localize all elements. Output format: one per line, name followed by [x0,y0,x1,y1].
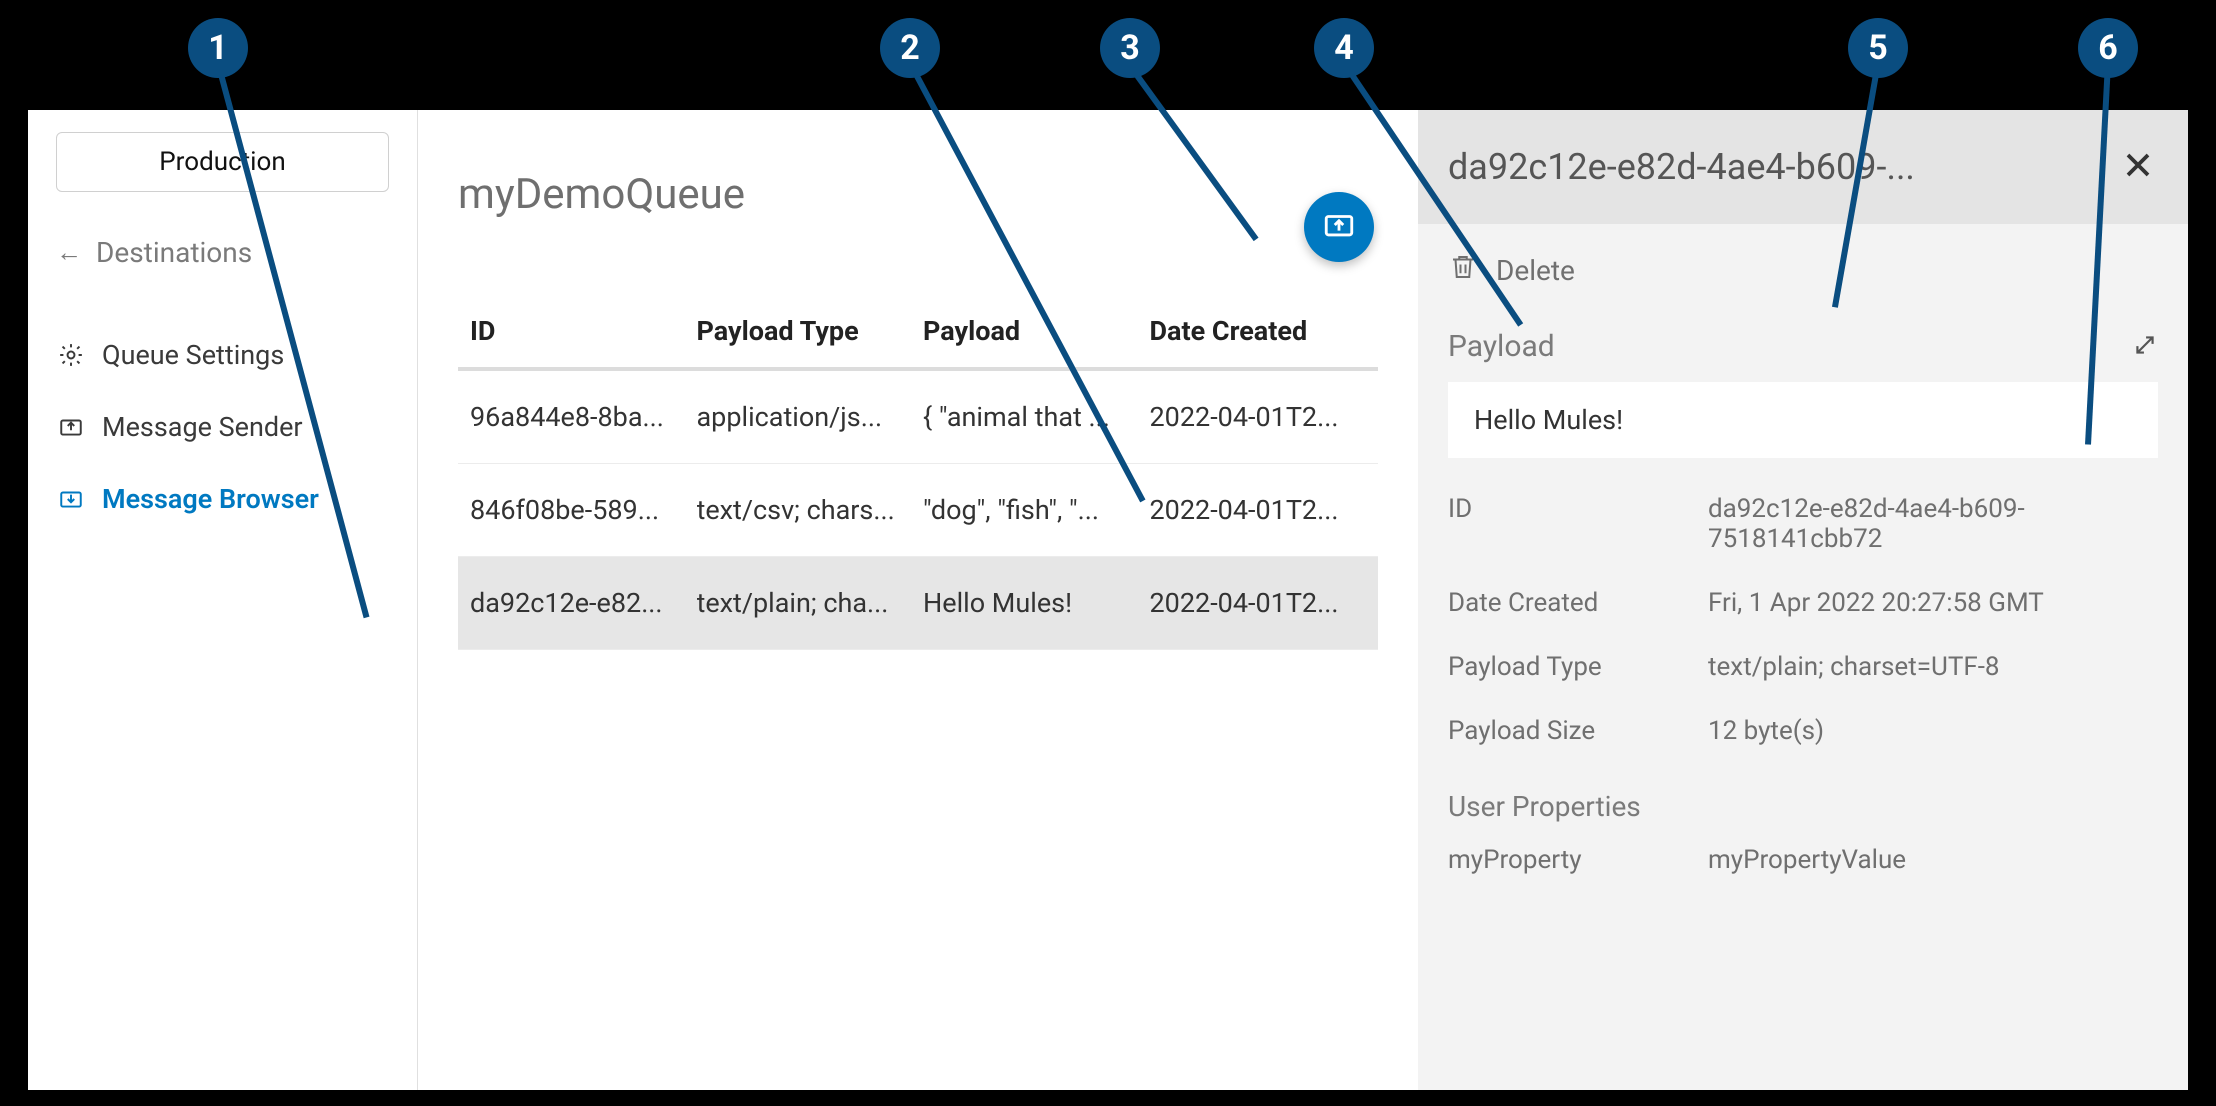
table-row[interactable]: da92c12e-e82... text/plain; cha... Hello… [458,557,1378,650]
arrow-left-icon: ← [56,237,82,268]
sidebar-item-message-browser[interactable]: Message Browser [28,463,417,535]
payload-label: Payload [1448,329,1555,364]
expand-icon [2132,343,2158,362]
col-date-created: Date Created [1150,315,1367,347]
callout-marker: 4 [1314,18,1374,78]
field-payload-type: Payload Type text/plain; charset=UTF-8 [1448,652,2158,682]
field-key: ID [1448,494,1698,554]
sidebar-item-queue-settings[interactable]: Queue Settings [28,319,417,391]
field-value: 12 byte(s) [1708,716,2158,746]
cell-type: text/csv; chars... [697,494,914,526]
field-value: da92c12e-e82d-4ae4-b609-7518141cbb72 [1708,494,2158,554]
callout-marker: 3 [1100,18,1160,78]
app-window: Production ← Destinations Queue Settings [28,110,2188,1090]
environment-select[interactable]: Production [56,132,389,192]
sidebar-item-label: Message Sender [102,411,303,443]
send-up-icon [1322,208,1356,246]
delete-label: Delete [1496,254,1575,287]
cell-id: 846f08be-589... [470,494,687,526]
col-id: ID [470,315,687,347]
table-header: ID Payload Type Payload Date Created [458,299,1378,371]
field-payload-size: Payload Size 12 byte(s) [1448,716,2158,746]
detail-body: Delete Payload Hello Mules! ID da92c12e-… [1418,224,2188,1090]
trash-icon [1448,252,1478,289]
close-icon [2123,150,2153,184]
send-up-icon [56,414,86,440]
sidebar: Production ← Destinations Queue Settings [28,110,418,1090]
payload-section-header: Payload [1448,329,2158,364]
cell-date: 2022-04-01T2... [1150,494,1367,526]
field-date-created: Date Created Fri, 1 Apr 2022 20:27:58 GM… [1448,588,2158,618]
detail-fields: ID da92c12e-e82d-4ae4-b609-7518141cbb72 … [1448,494,2158,746]
col-payload: Payload [923,315,1140,347]
main-panel: myDemoQueue ID Payload Type Payload Date… [418,110,1418,1090]
detail-header: da92c12e-e82d-4ae4-b609-... [1418,110,2188,224]
send-message-fab[interactable] [1304,192,1374,262]
sidebar-item-message-sender[interactable]: Message Sender [28,391,417,463]
cell-date: 2022-04-01T2... [1150,401,1367,433]
sidebar-nav: Queue Settings Message Sender [28,319,417,535]
field-id: ID da92c12e-e82d-4ae4-b609-7518141cbb72 [1448,494,2158,554]
user-properties-label: User Properties [1448,790,2158,823]
close-button[interactable] [2118,147,2158,187]
cell-type: application/js... [697,401,914,433]
field-key: Date Created [1448,588,1698,618]
field-value: Fri, 1 Apr 2022 20:27:58 GMT [1708,588,2158,618]
cell-payload: Hello Mules! [923,587,1140,619]
cell-id: 96a844e8-8ba... [470,401,687,433]
user-property-row: myProperty myPropertyValue [1448,845,2158,875]
inbox-icon [56,486,86,512]
table-row[interactable]: 846f08be-589... text/csv; chars... "dog"… [458,464,1378,557]
nav-back-destinations[interactable]: ← Destinations [28,222,417,283]
callout-marker: 2 [880,18,940,78]
callout-marker: 1 [188,18,248,78]
cell-id: da92c12e-e82... [470,587,687,619]
sidebar-item-label: Queue Settings [102,339,284,371]
field-key: Payload Size [1448,716,1698,746]
field-value: text/plain; charset=UTF-8 [1708,652,2158,682]
col-payload-type: Payload Type [697,315,914,347]
gear-icon [56,342,86,368]
callout-marker: 5 [1848,18,1908,78]
detail-title: da92c12e-e82d-4ae4-b609-... [1448,146,2098,188]
cell-date: 2022-04-01T2... [1150,587,1367,619]
property-value: myPropertyValue [1708,845,2158,875]
payload-content: Hello Mules! [1448,382,2158,458]
detail-panel: da92c12e-e82d-4ae4-b609-... Delete Paylo… [1418,110,2188,1090]
cell-type: text/plain; cha... [697,587,914,619]
cell-payload: "dog", "fish", "... [923,494,1140,526]
delete-button[interactable]: Delete [1448,252,2158,289]
nav-back-label: Destinations [96,236,252,269]
queue-title: myDemoQueue [458,170,1378,219]
property-key: myProperty [1448,845,1698,875]
callout-marker: 6 [2078,18,2138,78]
table-row[interactable]: 96a844e8-8ba... application/js... { "ani… [458,371,1378,464]
expand-button[interactable] [2132,332,2158,362]
field-key: Payload Type [1448,652,1698,682]
cell-payload: { "animal that ... [923,401,1140,433]
messages-table: ID Payload Type Payload Date Created 96a… [458,299,1378,650]
sidebar-item-label: Message Browser [102,483,319,515]
